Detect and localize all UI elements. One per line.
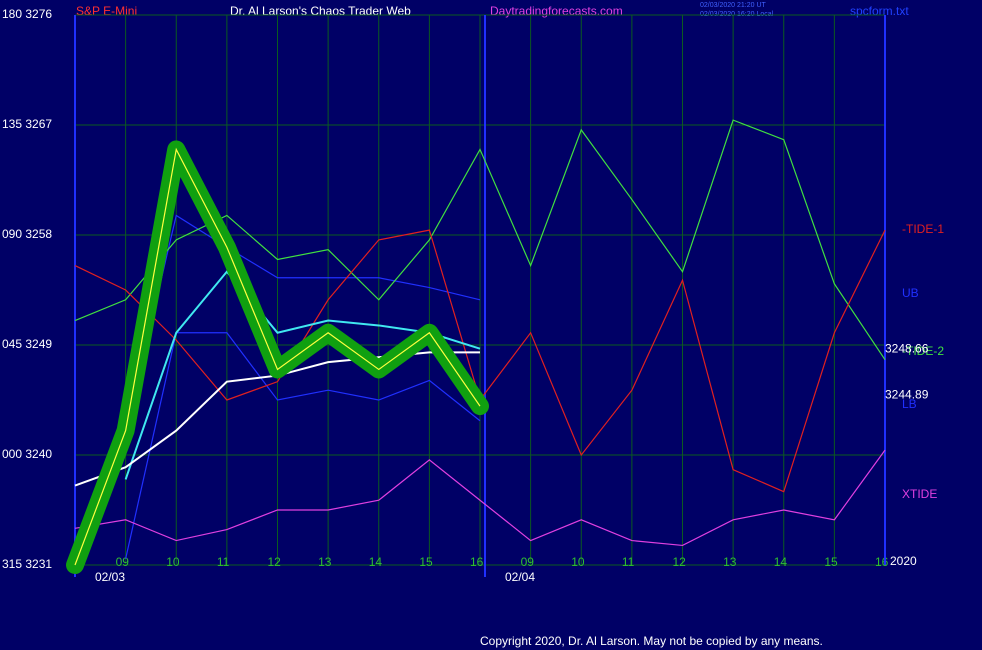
x-tick-label: 09 [521, 555, 535, 569]
x-tick-label: 09 [116, 555, 130, 569]
x-tick-label: 12 [673, 555, 687, 569]
series-line [74, 449, 886, 547]
file-name: spcform.txt [850, 4, 909, 18]
series-line [74, 147, 481, 566]
series-line [125, 214, 481, 431]
legend-entry: UB [902, 286, 919, 300]
y-tick-label: 135 3267 [2, 117, 52, 131]
year: 2020 [890, 554, 917, 568]
site: Daytradingforecasts.com [490, 4, 623, 18]
x-tick-label: 14 [774, 555, 788, 569]
y-tick-label: 090 3258 [2, 227, 52, 241]
x-tick-label: 15 [419, 555, 433, 569]
instrument: S&P E-Mini [76, 4, 137, 18]
legend-entry: LB [902, 397, 917, 411]
series-line [125, 332, 481, 560]
stamp: 02/03/2020 21:20 UT [700, 2, 766, 9]
legend-entry: -TIDE-2 [902, 344, 944, 358]
x-tick-label: 10 [166, 555, 180, 569]
legend-entry: XTIDE [902, 487, 937, 501]
legend-entry: -TIDE-1 [902, 222, 944, 236]
x-tick-label: 13 [723, 555, 737, 569]
chart-title: Dr. Al Larson's Chaos Trader Web [230, 4, 411, 18]
x-tick-label: 11 [622, 555, 635, 569]
x-tick-label: 11 [217, 555, 230, 569]
value-label: 3244.89 [885, 387, 929, 401]
x-tick-label: 14 [369, 555, 383, 569]
x-tick-label: 13 [318, 555, 332, 569]
date-label: 02/04 [505, 570, 535, 584]
y-tick-label: 315 3231 [2, 557, 52, 571]
x-tick-label: 10 [571, 555, 585, 569]
value-label: 3248.66 [885, 341, 929, 355]
y-tick-label: 000 3240 [2, 447, 52, 461]
x-tick-label: 16 [470, 555, 484, 569]
x-tick-label: 12 [268, 555, 282, 569]
copyright: Copyright 2020, Dr. Al Larson. May not b… [480, 634, 823, 648]
x-tick-label: 15 [824, 555, 838, 569]
date-label: 02/03 [95, 570, 125, 584]
stamp: 02/03/2020 16:20 Local [700, 11, 774, 18]
y-tick-label: 180 3276 [2, 7, 52, 21]
x-tick-label: 16 [875, 555, 889, 569]
y-tick-label: 045 3249 [2, 337, 52, 351]
